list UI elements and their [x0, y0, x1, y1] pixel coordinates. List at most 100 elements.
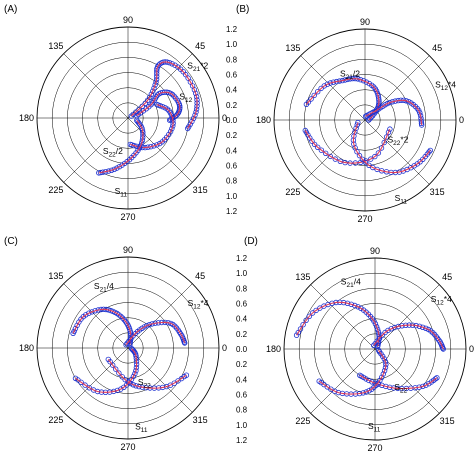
- data-point: [374, 326, 381, 332]
- r-tick-label: 0.2: [226, 101, 238, 110]
- simulated-curve: [373, 324, 444, 350]
- r-tick-label: 0.6: [226, 162, 238, 171]
- angle-tick-label: 180: [266, 344, 281, 354]
- r-tick-label: 0.0: [236, 345, 248, 354]
- data-point: [191, 87, 198, 93]
- data-point: [375, 347, 382, 353]
- angle-spoke: [63, 117, 129, 183]
- measured-markers: [350, 119, 433, 176]
- data-point: [318, 147, 325, 153]
- data-point: [385, 327, 391, 334]
- data-point: [148, 91, 154, 97]
- data-point: [387, 99, 393, 106]
- data-point: [144, 323, 150, 329]
- data-point: [363, 79, 370, 85]
- data-point: [384, 100, 391, 107]
- data-point: [366, 117, 372, 123]
- angle-tick-label: 270: [367, 443, 382, 453]
- data-point: [353, 125, 359, 131]
- angle-spoke: [127, 283, 193, 349]
- data-point: [114, 387, 121, 394]
- series-label: S21*2: [187, 60, 208, 73]
- data-point: [323, 150, 329, 156]
- data-point: [134, 118, 141, 125]
- data-point: [420, 324, 426, 330]
- r-tick-label: 1.0: [0, 38, 1, 47]
- simulated-curve: [107, 359, 187, 389]
- r-tick-label: 0.4: [0, 144, 1, 153]
- data-point: [300, 322, 306, 328]
- data-point: [116, 370, 122, 376]
- measured-markers: [134, 89, 183, 123]
- r-tick-label: 0.6: [0, 299, 1, 308]
- data-point: [315, 88, 321, 95]
- series-label: S11: [368, 421, 381, 434]
- series-label: S22: [138, 377, 151, 390]
- data-point: [313, 307, 319, 314]
- data-point: [152, 82, 158, 88]
- data-point: [129, 346, 135, 352]
- r-tick-label: 1.2: [226, 25, 238, 34]
- data-point: [114, 165, 120, 171]
- angle-spoke: [63, 347, 129, 413]
- r-tick-label: 0.2: [0, 359, 1, 368]
- data-point: [309, 310, 316, 316]
- panel-label: (B): [236, 4, 249, 15]
- simulated-curve: [72, 308, 132, 345]
- angle-spoke: [374, 284, 440, 350]
- data-point: [189, 118, 195, 125]
- r-tick-label: 0.0: [226, 116, 238, 125]
- r-tick-label: 1.0: [236, 421, 248, 430]
- angle-tick-label: 0: [222, 113, 227, 123]
- simulated-curve: [98, 120, 144, 174]
- data-point: [184, 125, 191, 132]
- data-point: [185, 75, 191, 81]
- data-point: [371, 318, 377, 324]
- data-point: [427, 147, 433, 154]
- data-point: [359, 156, 366, 162]
- angle-tick-label: 225: [48, 415, 63, 425]
- data-point: [151, 85, 157, 91]
- data-point: [324, 81, 331, 87]
- r-tick-label: 1.2: [0, 253, 1, 262]
- panel-label: (D): [244, 236, 258, 247]
- data-point: [134, 117, 140, 124]
- data-point: [78, 379, 84, 385]
- data-point: [379, 332, 385, 338]
- series-label: S21/2: [340, 69, 360, 82]
- angle-tick-label: 0: [459, 115, 464, 125]
- data-point: [423, 325, 429, 331]
- data-point: [308, 96, 314, 102]
- simulated-curve: [75, 348, 138, 393]
- data-point: [192, 112, 198, 118]
- series-label: S12*4: [431, 294, 452, 307]
- r-tick-label: 1.0: [0, 420, 1, 429]
- r-tick-label: 0.4: [226, 86, 238, 95]
- angle-tick-label: 315: [440, 416, 455, 426]
- data-point: [166, 60, 173, 66]
- angle-tick-label: 45: [195, 41, 205, 51]
- data-point: [297, 326, 304, 332]
- series-label: S22/2: [103, 146, 123, 159]
- simulated-curve: [130, 61, 198, 129]
- data-point: [138, 140, 145, 146]
- data-point: [369, 379, 375, 385]
- r-tick-label: 0.8: [236, 284, 248, 293]
- measured-markers: [123, 319, 188, 348]
- data-point: [154, 101, 160, 108]
- angle-spoke: [127, 117, 193, 183]
- data-point: [430, 330, 436, 336]
- angle-tick-label: 315: [193, 185, 208, 195]
- angle-tick-label: 90: [123, 245, 133, 255]
- data-point: [123, 342, 129, 348]
- data-point: [183, 372, 190, 378]
- r-tick-label: 0.8: [226, 55, 238, 64]
- data-point: [388, 326, 394, 332]
- data-point: [379, 382, 385, 388]
- data-point: [417, 110, 423, 116]
- data-point: [354, 122, 360, 128]
- polar-panel: (D) 0 45 90 135 180 225 270 315 0.0 0.2 0.2 0.4 0.4 0.…: [236, 236, 474, 453]
- r-tick-label: 0.2: [236, 330, 248, 339]
- data-point: [109, 362, 116, 368]
